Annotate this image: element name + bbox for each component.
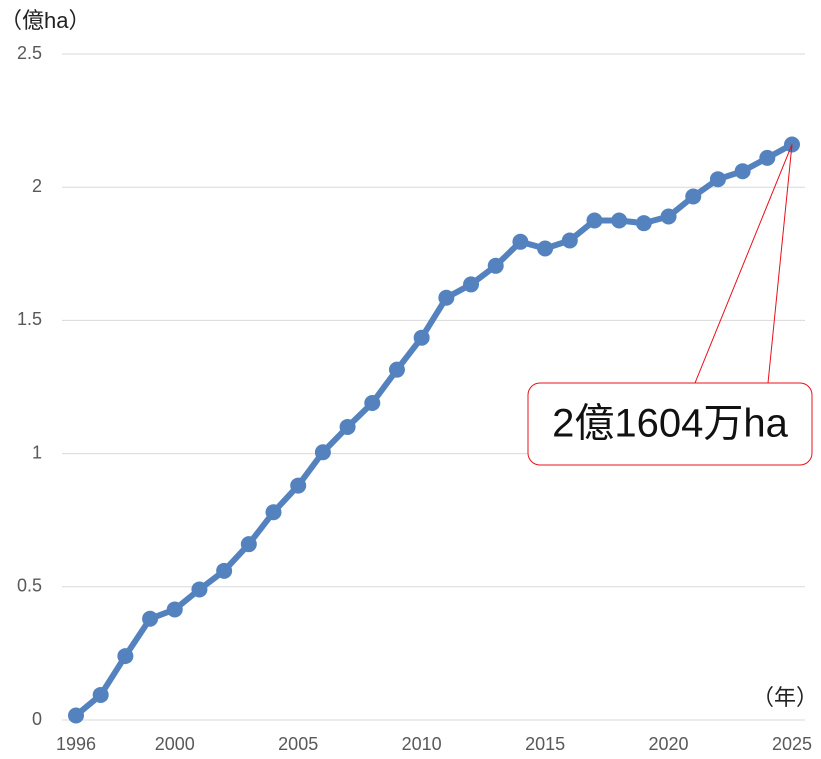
x-tick-label: 2000 [155, 734, 195, 754]
y-axis-label: （億ha） [0, 8, 90, 33]
x-tick-label: 2020 [649, 734, 689, 754]
data-point [290, 477, 307, 494]
data-point [635, 215, 652, 232]
data-point [709, 171, 726, 188]
data-point [191, 581, 208, 598]
data-point [512, 233, 529, 250]
data-point [685, 188, 702, 205]
y-tick-label: 0 [32, 709, 42, 729]
data-point [537, 240, 554, 257]
data-point [166, 601, 183, 618]
x-tick-label: 1996 [56, 734, 96, 754]
x-tick-label: 2015 [525, 734, 565, 754]
data-point [759, 149, 776, 166]
data-point [463, 276, 480, 293]
data-point [68, 707, 84, 724]
data-point [339, 418, 356, 435]
data-point [487, 257, 504, 274]
data-point [265, 504, 282, 521]
callout-box [527, 382, 813, 466]
x-tick-label: 2025 [772, 734, 812, 754]
y-tick-label: 1.5 [17, 309, 42, 329]
y-tick-label: 1 [32, 442, 42, 462]
data-point [314, 444, 331, 461]
data-point [734, 163, 751, 180]
y-tick-label: 2 [32, 176, 42, 196]
data-point [216, 562, 233, 579]
data-point [660, 208, 677, 225]
data-point [364, 394, 381, 411]
callout-text: 2億1604万ha [552, 402, 788, 446]
data-point [240, 536, 257, 553]
data-point [561, 232, 578, 249]
y-tick-label: 2.5 [17, 43, 42, 63]
callout-pointer [694, 144, 793, 384]
data-point [413, 329, 430, 346]
x-axis-label: （年） [752, 685, 818, 710]
data-point [117, 648, 134, 665]
y-tick-label: 0.5 [17, 576, 42, 596]
x-tick-label: 2010 [402, 734, 442, 754]
data-point [438, 289, 455, 306]
x-tick-label: 2005 [278, 734, 318, 754]
data-point [586, 212, 603, 229]
data-point [611, 212, 628, 229]
data-point [388, 361, 405, 378]
data-point [142, 610, 159, 627]
data-point [92, 686, 109, 703]
